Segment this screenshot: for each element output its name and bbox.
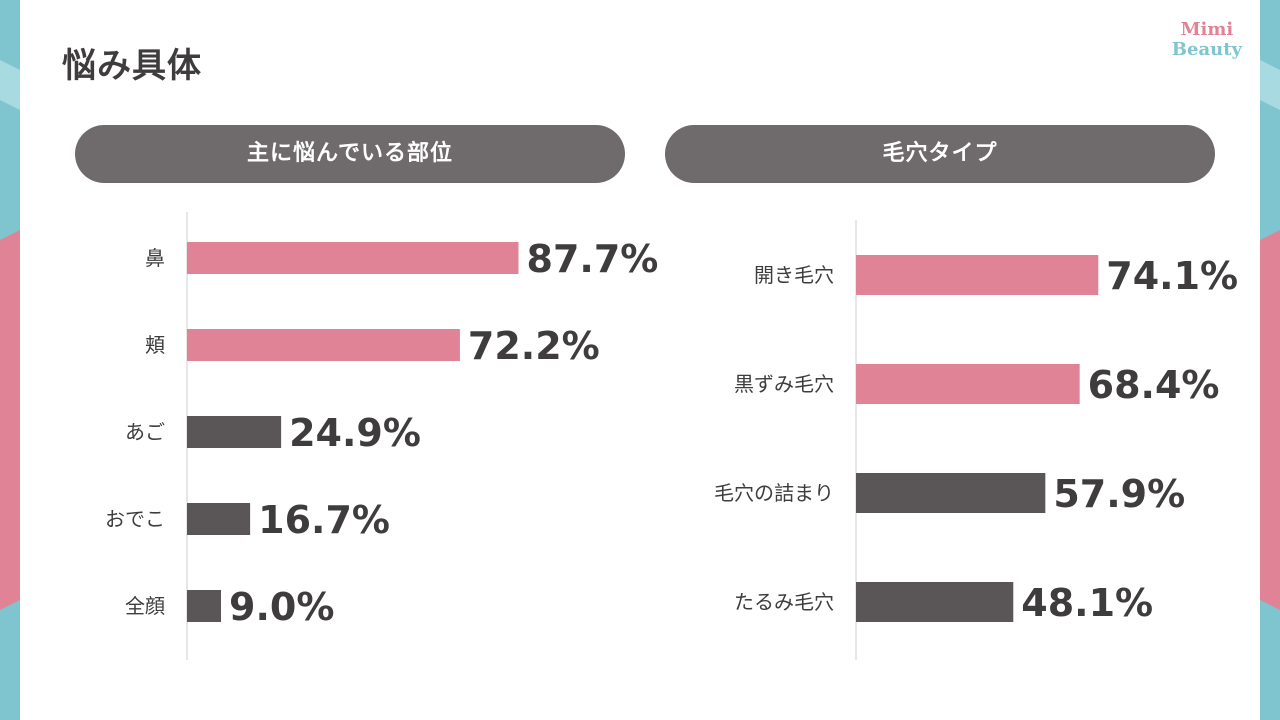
- chart-1-category-label-3: たるみ毛穴: [734, 590, 834, 614]
- slide-card: 悩み具体 Mimi Beauty 主に悩んでいる部位 毛穴タイプ 鼻 87.7% 頬…: [20, 0, 1260, 720]
- chart-0-bar-3: [187, 503, 251, 535]
- chart-0-category-label-4: 全顔: [125, 594, 165, 618]
- brand-logo: Mimi Beauty: [1172, 20, 1242, 60]
- chart-0-value-label-4: 9.0%: [229, 585, 334, 629]
- chart-1-value-label-2: 57.9%: [1053, 472, 1185, 516]
- chart-0-category-label-2: あご: [125, 420, 165, 444]
- chart-1-bar-0: [856, 255, 1099, 295]
- chart-1-bar-1: [856, 364, 1080, 404]
- chart-header-pore-types: 毛穴タイプ: [665, 125, 1215, 183]
- chart-header-body-parts: 主に悩んでいる部位: [75, 125, 625, 183]
- chart-0-bar-0: [187, 242, 519, 274]
- chart-0-bar-1: [187, 329, 460, 361]
- chart-1-category-label-0: 開き毛穴: [754, 263, 834, 287]
- chart-0-value-label-1: 72.2%: [468, 324, 600, 368]
- logo-line-1: Mimi: [1180, 19, 1234, 40]
- chart-1-value-label-0: 74.1%: [1106, 254, 1238, 298]
- chart-0-bar-2: [187, 416, 282, 448]
- chart-0-category-label-3: おでこ: [105, 507, 165, 531]
- chart-1-bar-2: [856, 473, 1046, 513]
- chart-0-bar-4: [187, 590, 222, 622]
- chart-0-value-label-3: 16.7%: [258, 498, 390, 542]
- chart-0-value-label-0: 87.7%: [527, 237, 659, 281]
- chart-1-value-label-1: 68.4%: [1088, 363, 1220, 407]
- logo-line-2: Beauty: [1171, 39, 1242, 60]
- chart-1-category-label-1: 黒ずみ毛穴: [734, 372, 834, 396]
- chart-1-bar-3: [856, 582, 1014, 622]
- chart-1-category-label-2: 毛穴の詰まり: [714, 481, 834, 505]
- chart-0-category-label-0: 鼻: [145, 246, 165, 270]
- chart-0-value-label-2: 24.9%: [289, 411, 421, 455]
- chart-1-value-label-3: 48.1%: [1021, 581, 1153, 625]
- page-title: 悩み具体: [62, 46, 202, 86]
- chart-0-category-label-1: 頬: [145, 333, 165, 357]
- bar-charts: 鼻 87.7% 頬 72.2% あご 24.9% おでこ 16.7% 全顔 9.0% 開き毛穴 74.…: [105, 212, 1238, 660]
